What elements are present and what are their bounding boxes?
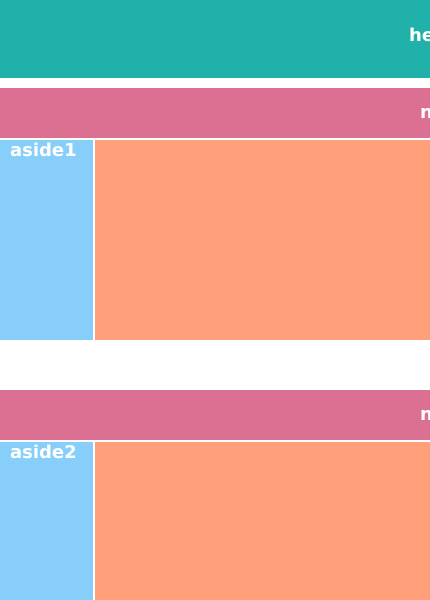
main-panel-1	[95, 140, 430, 340]
main-panel-2	[95, 442, 430, 600]
nav-label-1: n	[420, 102, 430, 123]
nav-label-2: n	[420, 404, 430, 425]
aside-panel-1: aside1	[0, 140, 93, 340]
aside-label-2: aside2	[10, 442, 77, 463]
nav-bar-1: n	[0, 88, 430, 138]
header-bar: he	[0, 0, 430, 78]
nav-bar-2: n	[0, 390, 430, 440]
header-label: he	[409, 25, 430, 46]
aside-panel-2: aside2	[0, 442, 93, 600]
aside-label-1: aside1	[10, 140, 77, 161]
